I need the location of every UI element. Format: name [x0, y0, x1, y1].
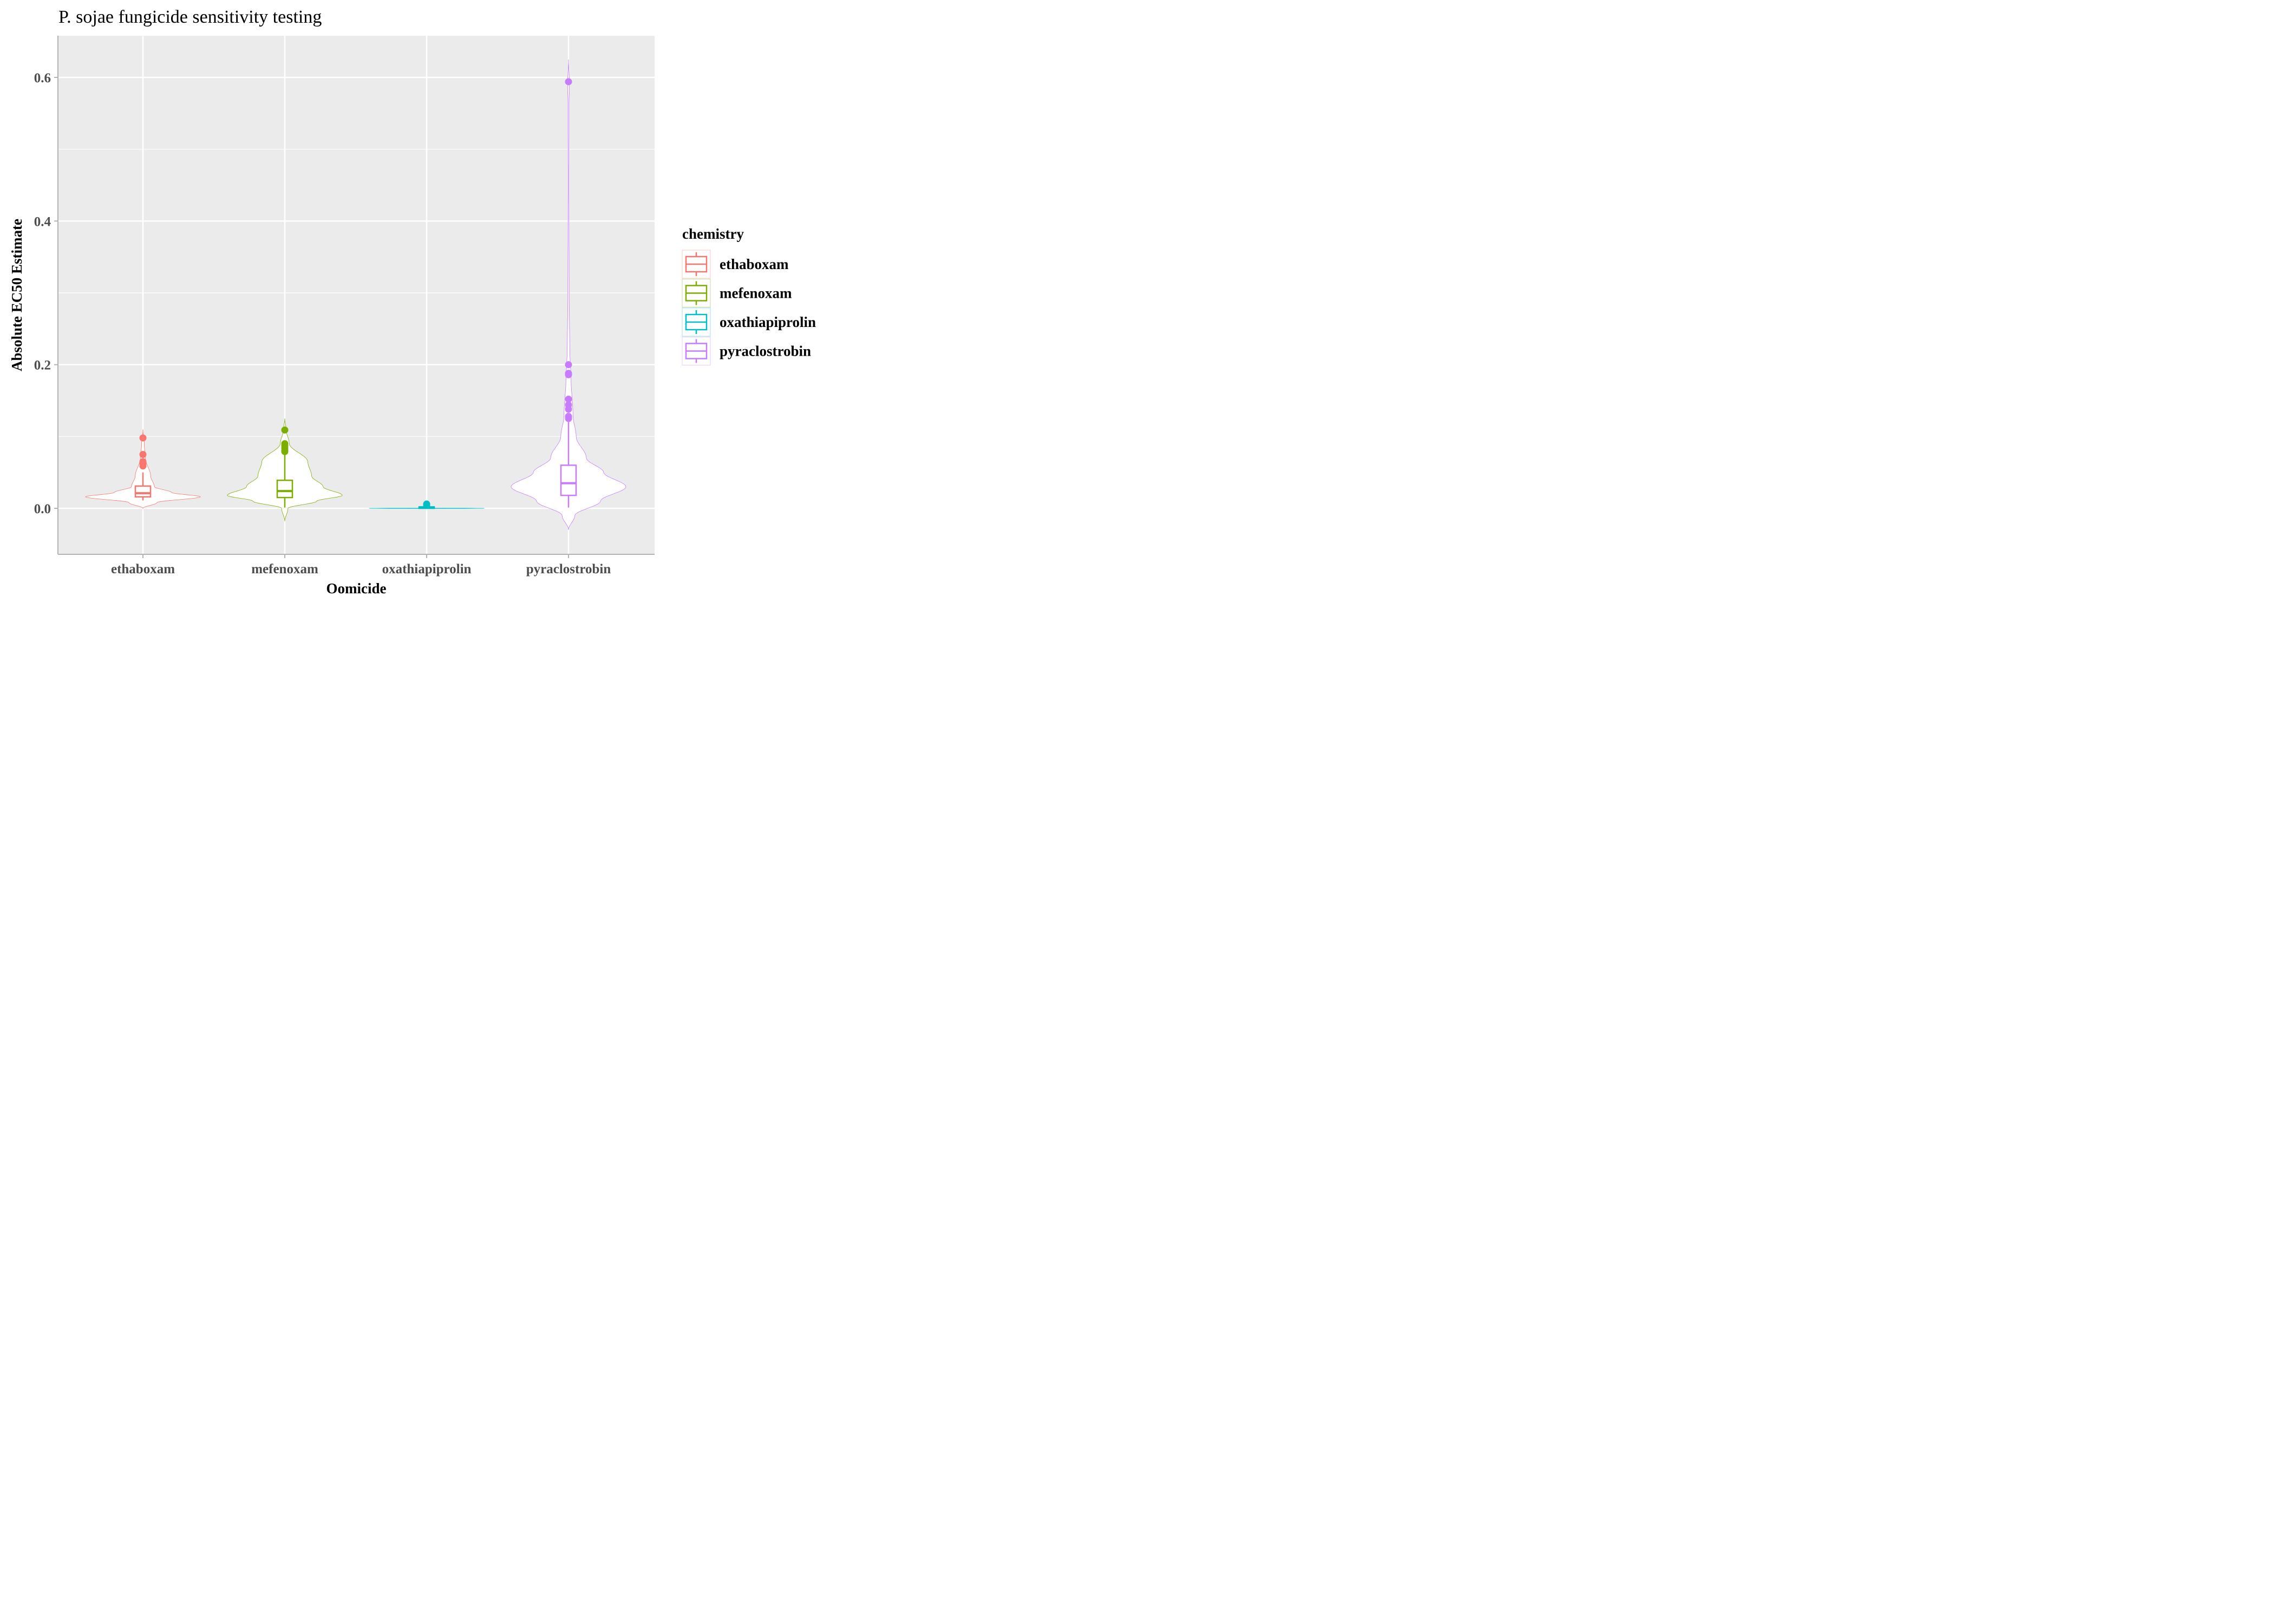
legend: chemistry ethaboxam mefenoxam oxathiapipro… [682, 226, 816, 365]
box-iqr [134, 485, 152, 498]
violin [511, 59, 626, 530]
outlier-point [423, 502, 430, 509]
outlier-point [281, 448, 289, 455]
box-iqr [276, 480, 293, 499]
box-iqr [560, 464, 577, 496]
x-tick-label: mefenoxam [251, 562, 318, 577]
y-tick-label: 0.0 [34, 502, 51, 516]
legend-key-pyraclostrobin [682, 337, 711, 365]
y-tick-label: 0.4 [34, 214, 51, 229]
outlier-point [281, 426, 289, 434]
outlier-point [139, 451, 147, 458]
y-tick-label: 0.6 [34, 71, 51, 86]
legend-key-mefenoxam [682, 279, 711, 307]
outlier-point [565, 395, 572, 403]
legend-label: ethaboxam [720, 256, 789, 272]
outlier-point [565, 361, 572, 369]
series-oxathiapiprolin [369, 500, 485, 509]
legend-label: pyraclostrobin [720, 343, 811, 359]
x-tick-label: ethaboxam [111, 562, 175, 577]
chart: P. sojae fungicide sensitivity testing 0… [9, 7, 816, 597]
y-axis-ticks: 0.0 0.2 0.4 0.6 [34, 71, 58, 516]
outlier-point [139, 434, 147, 442]
series-pyraclostrobin [511, 59, 626, 530]
legend-label: mefenoxam [720, 285, 792, 302]
plot-marks [84, 59, 626, 530]
y-axis-title: Absolute EC50 Estimate [9, 219, 25, 371]
legend-key-ethaboxam [682, 250, 711, 279]
x-axis-ticks: ethaboxam mefenoxam oxathiapiprolin pyraclo… [111, 554, 611, 577]
outlier-point [565, 371, 572, 378]
x-tick-label: pyraclostrobin [526, 562, 611, 577]
x-axis-title: Oomicide [326, 580, 387, 597]
legend-key-oxathiapiprolin [682, 307, 711, 337]
series-mefenoxam [227, 418, 343, 521]
outlier-point [139, 462, 147, 470]
legend-label: oxathiapiprolin [720, 314, 816, 330]
chart-title: P. sojae fungicide sensitivity testing [58, 7, 322, 27]
outlier-point [565, 78, 572, 86]
y-tick-label: 0.2 [34, 358, 51, 373]
series-ethaboxam [84, 429, 201, 509]
legend-title: chemistry [682, 226, 744, 242]
outlier-point [565, 405, 572, 413]
outlier-point [565, 415, 572, 422]
x-tick-label: oxathiapiprolin [382, 562, 472, 577]
